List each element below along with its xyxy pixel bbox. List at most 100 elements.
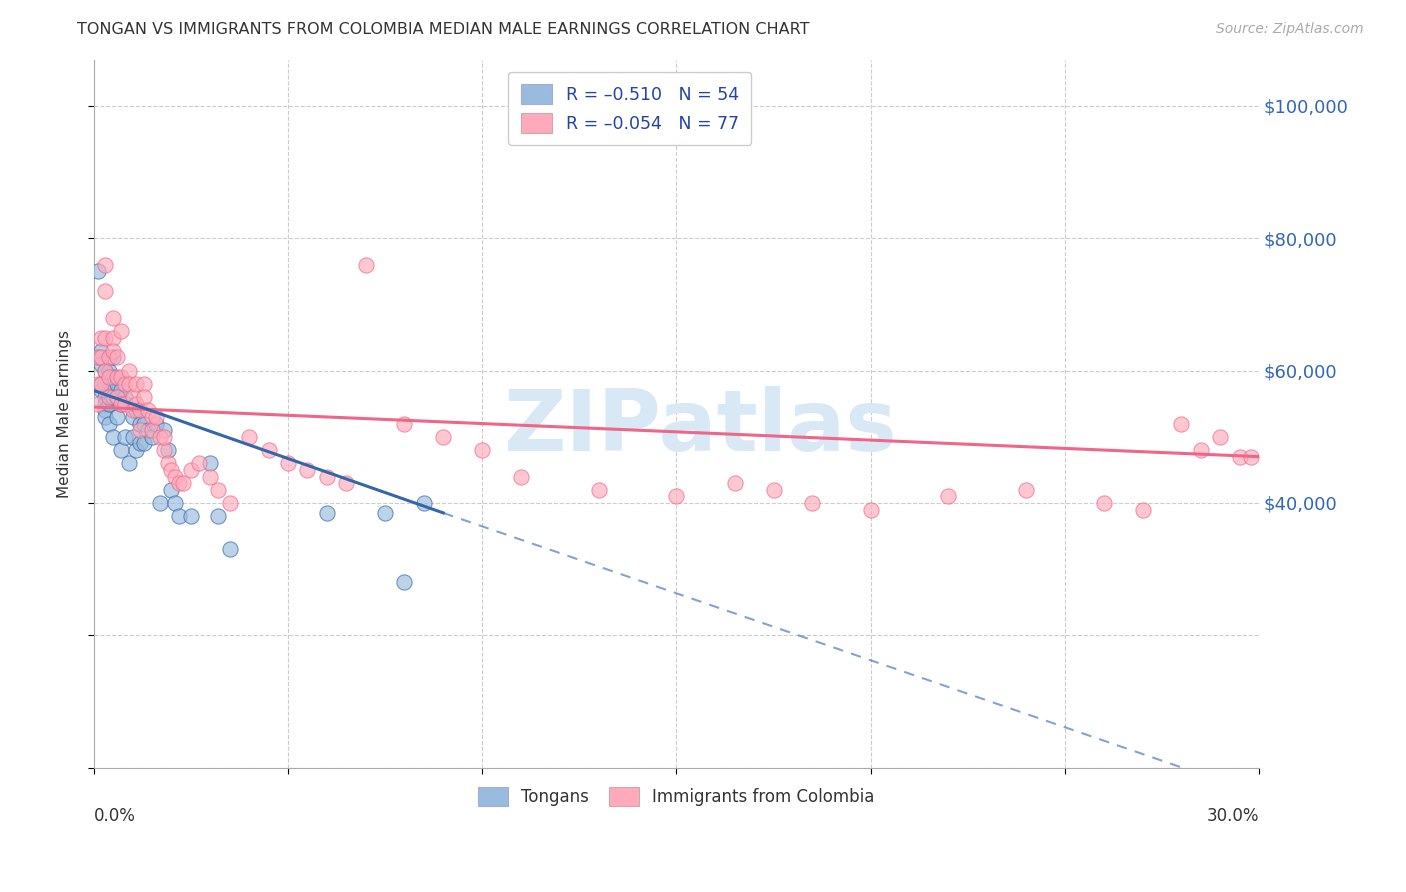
Point <box>94 376 117 391</box>
Point <box>98 390 121 404</box>
Point <box>105 390 128 404</box>
Point <box>110 443 132 458</box>
Point <box>207 509 229 524</box>
Point <box>134 417 156 431</box>
Point <box>1209 430 1232 444</box>
Point <box>105 409 128 424</box>
Point <box>110 384 132 398</box>
Point <box>90 330 112 344</box>
Point <box>86 397 108 411</box>
Point <box>129 436 152 450</box>
Point <box>94 409 117 424</box>
Point <box>101 310 124 325</box>
Point <box>335 476 357 491</box>
Point <box>86 264 108 278</box>
Point <box>588 483 610 497</box>
Point <box>412 496 434 510</box>
Point <box>167 476 190 491</box>
Text: TONGAN VS IMMIGRANTS FROM COLOMBIA MEDIAN MALE EARNINGS CORRELATION CHART: TONGAN VS IMMIGRANTS FROM COLOMBIA MEDIA… <box>77 22 810 37</box>
Point <box>354 258 377 272</box>
Point <box>105 390 128 404</box>
Point <box>207 483 229 497</box>
Point <box>105 351 128 365</box>
Point <box>315 469 337 483</box>
Point <box>160 483 183 497</box>
Point <box>187 456 209 470</box>
Point <box>101 390 124 404</box>
Point <box>160 463 183 477</box>
Point <box>134 376 156 391</box>
Point <box>238 430 260 444</box>
Text: ZIPatlas: ZIPatlas <box>503 386 897 469</box>
Point <box>118 456 141 470</box>
Point <box>394 417 416 431</box>
Point <box>134 390 156 404</box>
Point <box>98 384 121 398</box>
Point <box>101 351 124 365</box>
Point <box>141 409 163 424</box>
Point <box>125 443 148 458</box>
Point <box>94 284 117 298</box>
Text: 30.0%: 30.0% <box>1206 806 1260 824</box>
Y-axis label: Median Male Earnings: Median Male Earnings <box>58 330 72 498</box>
Point <box>94 364 117 378</box>
Point <box>105 376 128 391</box>
Point <box>125 376 148 391</box>
Point <box>1229 450 1251 464</box>
Point <box>152 443 174 458</box>
Point <box>218 542 240 557</box>
Point <box>101 343 124 358</box>
Point <box>118 376 141 391</box>
Point <box>165 469 187 483</box>
Point <box>86 376 108 391</box>
Point <box>1132 502 1154 516</box>
Point <box>1170 417 1192 431</box>
Point <box>114 430 136 444</box>
Point <box>141 423 163 437</box>
Point <box>129 417 152 431</box>
Point <box>90 343 112 358</box>
Point <box>114 376 136 391</box>
Point <box>101 370 124 384</box>
Point <box>90 384 112 398</box>
Point <box>136 423 159 437</box>
Point <box>90 357 112 371</box>
Point <box>152 423 174 437</box>
Point <box>315 506 337 520</box>
Point <box>110 397 132 411</box>
Point <box>1189 443 1212 458</box>
Text: Source: ZipAtlas.com: Source: ZipAtlas.com <box>1216 22 1364 37</box>
Point <box>125 403 148 417</box>
Point <box>94 390 117 404</box>
Point <box>101 330 124 344</box>
Point <box>90 351 112 365</box>
Point <box>121 390 143 404</box>
Point <box>121 430 143 444</box>
Point <box>118 364 141 378</box>
Point <box>180 463 202 477</box>
Point <box>110 370 132 384</box>
Point <box>98 417 121 431</box>
Point <box>114 397 136 411</box>
Point <box>125 397 148 411</box>
Point <box>152 430 174 444</box>
Point <box>129 423 152 437</box>
Point <box>172 476 194 491</box>
Point <box>121 409 143 424</box>
Point <box>859 502 882 516</box>
Point <box>936 489 959 503</box>
Point <box>665 489 688 503</box>
Point <box>134 436 156 450</box>
Point <box>145 417 167 431</box>
Point <box>101 430 124 444</box>
Point <box>156 443 179 458</box>
Point <box>110 324 132 338</box>
Point <box>180 509 202 524</box>
Text: 0.0%: 0.0% <box>94 806 135 824</box>
Point <box>86 351 108 365</box>
Point <box>724 476 747 491</box>
Point <box>1240 450 1263 464</box>
Point <box>110 397 132 411</box>
Point <box>297 463 319 477</box>
Point <box>471 443 494 458</box>
